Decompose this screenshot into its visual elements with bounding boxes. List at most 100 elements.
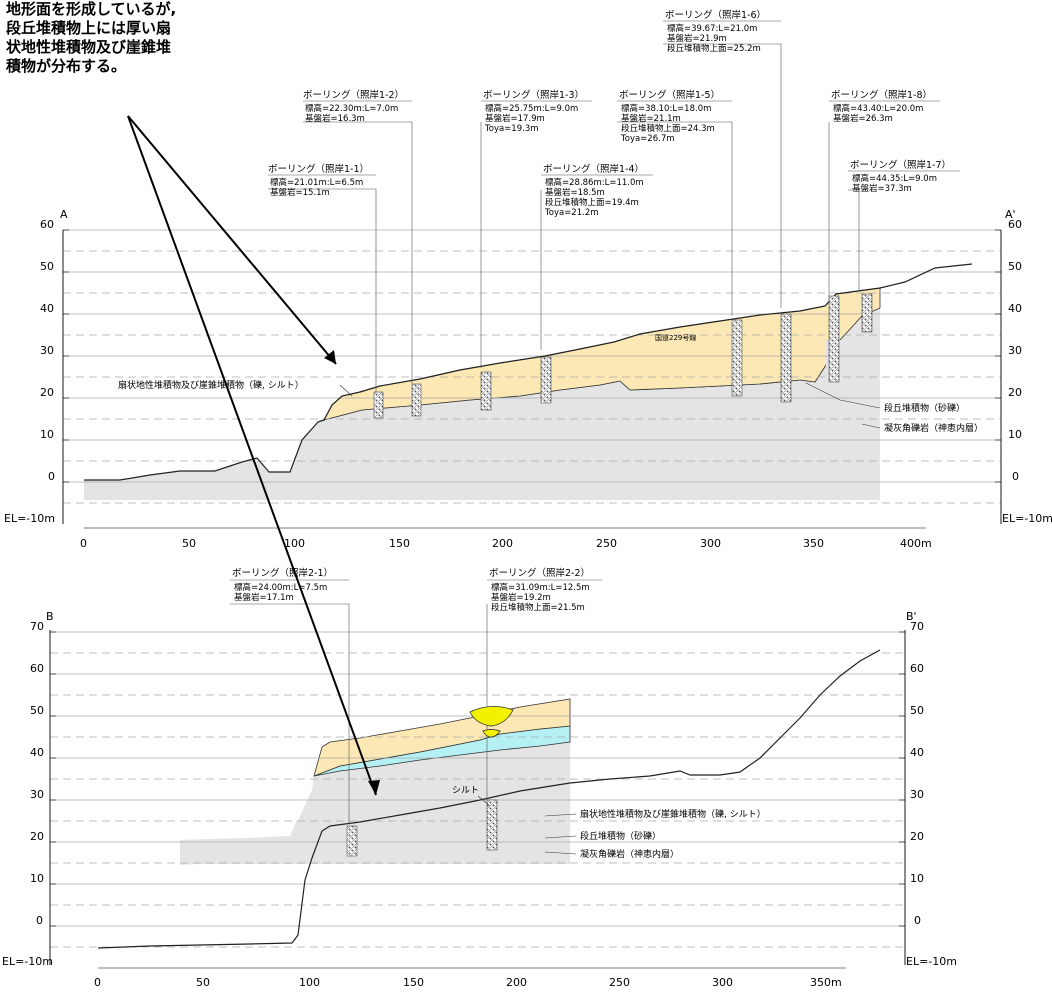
borehole-1-7-core <box>861 293 873 333</box>
note-line-2: 段丘堆積物上には厚い扇 <box>6 19 172 37</box>
b-xtick-50: 50 <box>196 976 210 989</box>
section-a-axis-ticks <box>63 229 1001 483</box>
borehole-line: 基盤岩=15.1m <box>270 187 330 198</box>
a-xtick-350: 350 <box>803 537 824 550</box>
a-ytick-r-40: 40 <box>1008 302 1022 315</box>
borehole-line: 標高=43.40:L=20.0m <box>833 103 923 114</box>
borehole-line: 基盤岩=17.1m <box>234 592 294 603</box>
arrow-to-section-a <box>127 115 337 365</box>
section-b-silt-label: シルト <box>452 786 479 796</box>
section-a-ground-surface <box>84 263 973 481</box>
a-xtick-0: 0 <box>80 537 87 550</box>
borehole-line: 標高=21.01m:L=6.5m <box>270 177 363 188</box>
section-a: A A' 60 50 40 30 20 10 0 60 50 40 30 20 … <box>4 9 1052 550</box>
borehole-line: Toya=19.3m <box>484 124 539 134</box>
b-ytick-r-30: 30 <box>910 788 924 801</box>
b-xtick-250: 250 <box>609 976 630 989</box>
b-ytick-r-50: 50 <box>910 704 924 717</box>
a-ytick-50: 50 <box>40 260 54 273</box>
section-a-y-tick-labels-right: 60 50 40 30 20 10 0 <box>1008 218 1022 483</box>
b-xtick-150: 150 <box>403 976 424 989</box>
b-ytick-70: 70 <box>30 620 44 633</box>
section-b-tuff-label: 凝灰角礫岩（神恵内層） <box>580 848 679 860</box>
borehole-1-2: ボーリング（照岸1-2） 標高=22.30m:L=7.0m 基盤岩=16.3m <box>303 89 412 124</box>
b-ytick-50: 50 <box>30 704 44 717</box>
borehole-2-1-core <box>346 825 358 857</box>
section-b-terrace-label: 段丘堆積物（砂礫） <box>580 830 661 842</box>
a-xtick-250: 250 <box>596 537 617 550</box>
annotation-note: 地形面を形成しているが, 段丘堆積物上には厚い扇 状地性堆積物及び崖錐堆 積物が… <box>6 0 266 76</box>
borehole-line: 標高=39.67:L=21.0m <box>667 23 757 34</box>
b-ytick-r-40: 40 <box>910 746 924 759</box>
b-xtick-300: 300 <box>712 976 733 989</box>
section-b-axes <box>49 630 906 965</box>
a-xtick-100: 100 <box>284 537 305 550</box>
a-xtick-400m: 400m <box>900 537 932 550</box>
borehole-title: ボーリング（照岸2-2） <box>489 567 590 579</box>
b-ytick-10: 10 <box>30 872 44 885</box>
borehole-line: 基盤岩=21.9m <box>667 33 727 44</box>
b-ytick-r-0: 0 <box>914 914 921 927</box>
borehole-line: 段丘堆積物上面=25.2m <box>667 43 761 54</box>
section-b-bedrock-main <box>180 742 570 864</box>
borehole-title: ボーリング（照岸1-2） <box>303 89 404 101</box>
borehole-line: 標高=28.86m:L=11.0m <box>545 177 644 188</box>
borehole-line: 基盤岩=21.1m <box>621 113 681 124</box>
a-ytick-0: 0 <box>48 470 55 483</box>
borehole-line: 段丘堆積物上面=24.3m <box>621 123 715 134</box>
arrowhead-a <box>324 350 336 364</box>
section-b-borehole-columns <box>346 799 498 857</box>
section-b-gridlines <box>50 631 905 948</box>
borehole-1-1-core <box>373 391 384 419</box>
borehole-line: 基盤岩=17.9m <box>485 113 545 124</box>
a-ytick-10: 10 <box>40 428 54 441</box>
section-a-borehole-leaders <box>268 43 860 392</box>
arrowhead-b <box>368 780 380 795</box>
section-a-left-label: A <box>60 208 68 221</box>
b-ytick-40: 40 <box>30 746 44 759</box>
borehole-line: 基盤岩=26.3m <box>833 113 893 124</box>
borehole-title: ボーリング（照岸1-7） <box>850 159 951 171</box>
b-ytick-0: 0 <box>36 914 43 927</box>
borehole-title: ボーリング（照岸2-1） <box>232 567 333 579</box>
section-b-fan-label: 扇状地性堆積物及び崖錐堆積物（礫, シルト） <box>580 808 766 820</box>
a-xtick-150: 150 <box>389 537 410 550</box>
borehole-1-3: ボーリング（照岸1-3） 標高=25.75m:L=9.0m 基盤岩=17.9m … <box>481 89 592 134</box>
section-b: B B' 70 60 50 40 30 20 10 0 70 60 50 40 … <box>2 567 957 989</box>
b-xtick-0: 0 <box>94 976 101 989</box>
silt-lens-overlay-2 <box>482 729 501 738</box>
note-line-1: 地形面を形成しているが, <box>6 0 177 18</box>
b-ytick-r-70: 70 <box>910 620 924 633</box>
section-a-x-axis: 0 50 100 150 200 250 300 350 400m <box>80 527 932 550</box>
b-ytick-20: 20 <box>30 830 44 843</box>
b-ytick-r-10: 10 <box>910 872 924 885</box>
borehole-1-5-core <box>731 319 743 397</box>
section-b-el-right: EL=-10m <box>906 955 957 968</box>
borehole-line: 標高=25.75m:L=9.0m <box>485 103 578 114</box>
annotation-arrows <box>127 115 377 796</box>
borehole-title: ボーリング（照岸1-8） <box>831 89 932 101</box>
section-a-el-left: EL=-10m <box>4 512 55 525</box>
section-b-y-tick-labels-right: 70 60 50 40 30 20 10 0 <box>910 620 924 927</box>
borehole-1-6-core <box>780 313 792 403</box>
borehole-1-5: ボーリング（照岸1-5） 標高=38.10:L=18.0m 基盤岩=21.1m … <box>617 89 732 144</box>
borehole-line: Toya=21.2m <box>544 208 599 218</box>
section-a-right-label: A' <box>1005 208 1016 221</box>
section-a-fan-label: 扇状地性堆積物及び崖錐堆積物（礫, シルト） <box>118 379 304 391</box>
borehole-2-2-core <box>486 799 498 851</box>
section-a-y-tick-labels-left: 60 50 40 30 20 10 0 <box>40 218 55 483</box>
section-b-left-label: B <box>46 610 54 623</box>
borehole-1-4: ボーリング（照岸1-4） 標高=28.86m:L=11.0m 基盤岩=18.5m… <box>541 163 653 218</box>
borehole-1-3-core <box>480 371 492 411</box>
borehole-1-8-core <box>828 295 840 383</box>
borehole-title: ボーリング（照岸1-6） <box>665 9 766 21</box>
silt-lens-overlay <box>469 706 514 727</box>
section-b-y-tick-labels-left: 70 60 50 40 30 20 10 0 <box>30 620 44 927</box>
borehole-line: 基盤岩=19.2m <box>491 592 551 603</box>
borehole-title: ボーリング（照岸1-4） <box>543 163 644 175</box>
a-xtick-300: 300 <box>700 537 721 550</box>
b-ytick-60: 60 <box>30 662 44 675</box>
a-ytick-r-20: 20 <box>1008 386 1022 399</box>
borehole-title: ボーリング（照岸1-1） <box>268 163 369 175</box>
